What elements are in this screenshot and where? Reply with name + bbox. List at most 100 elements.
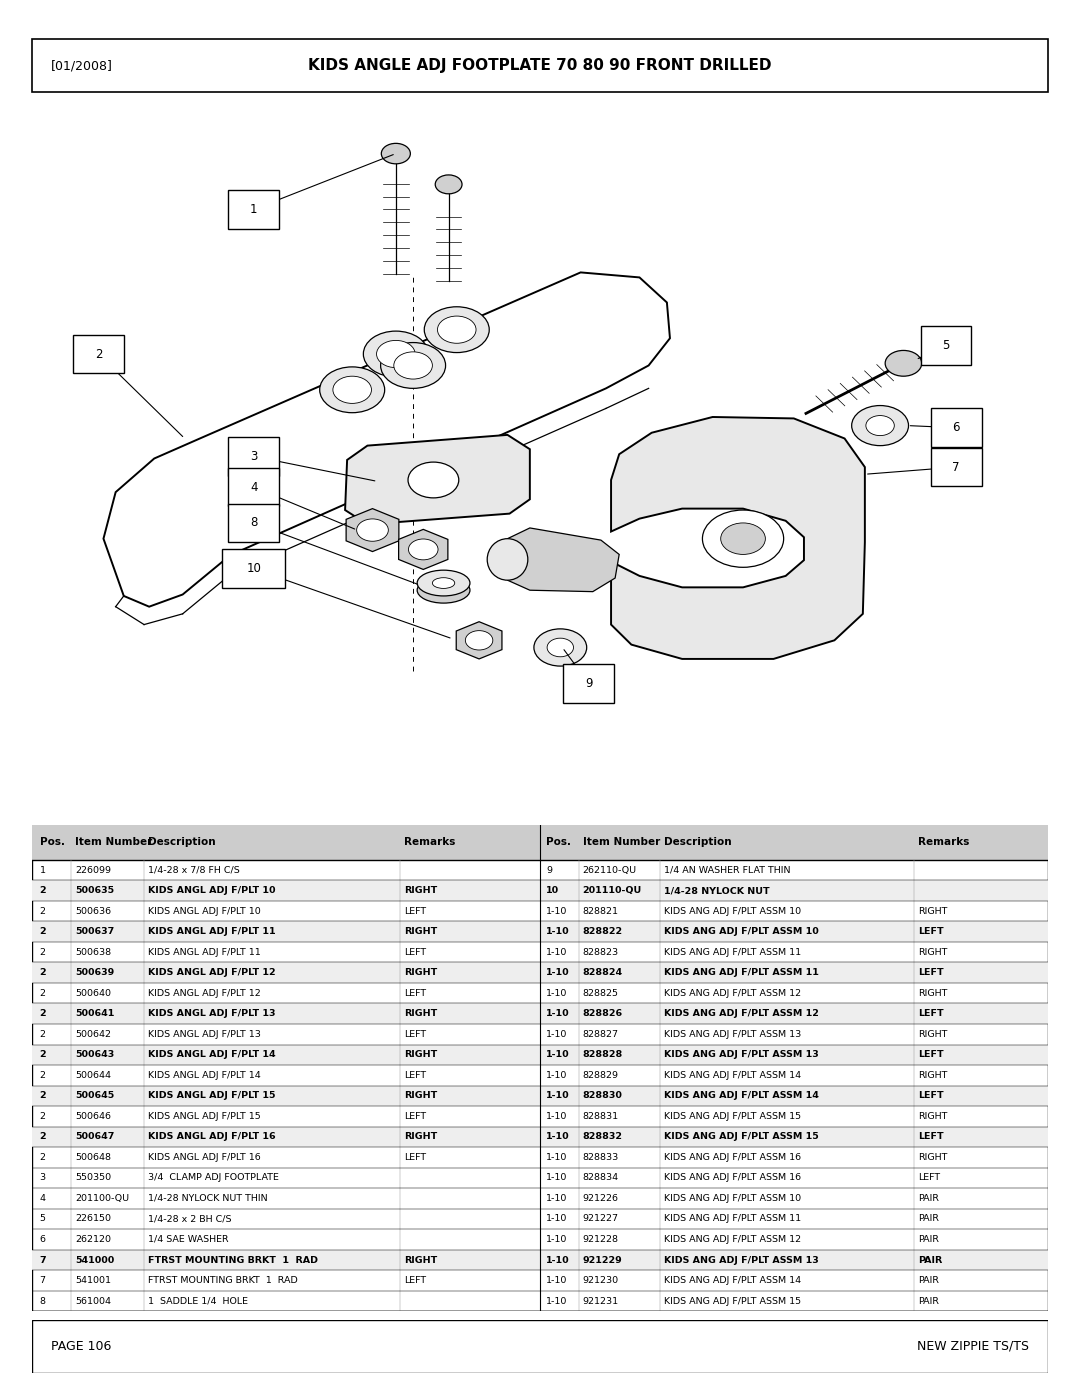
- Bar: [32, 1086, 1048, 1106]
- Text: 1-10: 1-10: [546, 1071, 567, 1079]
- Text: 1-10: 1-10: [546, 1234, 567, 1244]
- Circle shape: [380, 343, 446, 389]
- Text: KIDS ANG ADJ F/PLT ASSM 14: KIDS ANG ADJ F/PLT ASSM 14: [664, 1276, 801, 1285]
- Circle shape: [435, 175, 462, 194]
- Text: 1/4 AN WASHER FLAT THIN: 1/4 AN WASHER FLAT THIN: [664, 865, 791, 875]
- Bar: [32, 921, 1048, 942]
- Text: LEFT: LEFT: [918, 1092, 943, 1100]
- Text: 828829: 828829: [582, 1071, 619, 1079]
- FancyBboxPatch shape: [931, 447, 982, 487]
- Text: 828834: 828834: [582, 1173, 619, 1183]
- Text: KIDS ANGL ADJ F/PLT 10: KIDS ANGL ADJ F/PLT 10: [148, 907, 261, 916]
- Text: KIDS ANG ADJ F/PLT ASSM 16: KIDS ANG ADJ F/PLT ASSM 16: [664, 1173, 801, 1183]
- Text: RIGHT: RIGHT: [404, 886, 437, 895]
- Circle shape: [720, 523, 766, 555]
- Text: 1-10: 1-10: [546, 1153, 567, 1162]
- FancyBboxPatch shape: [73, 334, 124, 373]
- Text: KIDS ANG ADJ F/PLT ASSM 13: KIDS ANG ADJ F/PLT ASSM 13: [664, 1050, 819, 1060]
- Text: RIGHT: RIGHT: [918, 907, 947, 916]
- Text: 828831: 828831: [582, 1111, 619, 1121]
- FancyBboxPatch shape: [228, 438, 279, 475]
- Text: KIDS ANGL ADJ F/PLT 12: KIDS ANGL ADJ F/PLT 12: [148, 969, 275, 977]
- Text: 828826: 828826: [582, 1009, 623, 1018]
- Text: 828833: 828833: [582, 1153, 619, 1162]
- Text: KIDS ANG ADJ F/PLT ASSM 14: KIDS ANG ADJ F/PLT ASSM 14: [664, 1092, 819, 1100]
- Text: KIDS ANG ADJ F/PLT ASSM 15: KIDS ANG ADJ F/PLT ASSM 15: [664, 1111, 801, 1121]
- Text: 561004: 561004: [75, 1296, 111, 1306]
- Text: RIGHT: RIGHT: [404, 1009, 437, 1018]
- Text: 1-10: 1-10: [546, 1009, 570, 1018]
- Text: LEFT: LEFT: [404, 948, 427, 956]
- Text: 2: 2: [40, 1071, 45, 1079]
- Text: 500637: 500637: [75, 927, 114, 937]
- Text: 201110-QU: 201110-QU: [582, 886, 642, 895]
- Text: 1-10: 1-10: [546, 988, 567, 998]
- Text: 6: 6: [40, 1234, 45, 1244]
- FancyBboxPatch shape: [564, 664, 615, 703]
- Text: 2: 2: [40, 927, 46, 937]
- Text: 8: 8: [251, 516, 257, 530]
- Text: Pos.: Pos.: [546, 836, 571, 847]
- Text: 262110-QU: 262110-QU: [582, 865, 637, 875]
- Circle shape: [886, 351, 921, 376]
- Text: RIGHT: RIGHT: [404, 927, 437, 937]
- Text: 1-10: 1-10: [546, 907, 567, 916]
- Polygon shape: [456, 622, 502, 658]
- Text: PAIR: PAIR: [918, 1276, 939, 1285]
- Text: LEFT: LEFT: [918, 1009, 943, 1018]
- Text: KIDS ANG ADJ F/PLT ASSM 12: KIDS ANG ADJ F/PLT ASSM 12: [664, 1234, 801, 1244]
- Text: Remarks: Remarks: [404, 836, 456, 847]
- Text: 1: 1: [249, 203, 257, 215]
- Text: FTRST MOUNTING BRKT  1  RAD: FTRST MOUNTING BRKT 1 RAD: [148, 1276, 298, 1285]
- Text: KIDS ANGL ADJ F/PLT 16: KIDS ANGL ADJ F/PLT 16: [148, 1153, 261, 1162]
- Text: Remarks: Remarks: [918, 836, 969, 847]
- Text: Description: Description: [148, 836, 216, 847]
- Text: 1  SADDLE 1/4  HOLE: 1 SADDLE 1/4 HOLE: [148, 1296, 248, 1306]
- Text: LEFT: LEFT: [918, 1050, 943, 1060]
- Text: LEFT: LEFT: [918, 1132, 943, 1141]
- Circle shape: [408, 463, 459, 498]
- Text: 5: 5: [40, 1215, 45, 1223]
- Text: KIDS ANGL ADJ F/PLT 10: KIDS ANGL ADJ F/PLT 10: [148, 886, 275, 895]
- Text: 1/4-28 NYLOCK NUT THIN: 1/4-28 NYLOCK NUT THIN: [148, 1194, 268, 1202]
- Text: 4: 4: [249, 481, 257, 493]
- Text: 3: 3: [40, 1173, 45, 1183]
- Text: KIDS ANGL ADJ F/PLT 14: KIDS ANGL ADJ F/PLT 14: [148, 1050, 275, 1060]
- Text: 2: 2: [40, 886, 46, 895]
- Text: KIDS ANG ADJ F/PLT ASSM 16: KIDS ANG ADJ F/PLT ASSM 16: [664, 1153, 801, 1162]
- Text: PAIR: PAIR: [918, 1215, 939, 1223]
- Text: Item Number: Item Number: [75, 836, 152, 847]
- Text: 1-10: 1-10: [546, 1194, 567, 1202]
- Text: RIGHT: RIGHT: [404, 1050, 437, 1060]
- FancyBboxPatch shape: [228, 468, 279, 506]
- Text: 1-10: 1-10: [546, 1296, 567, 1306]
- Text: 828822: 828822: [582, 927, 623, 937]
- Bar: [32, 881, 1048, 900]
- Text: PAIR: PAIR: [918, 1194, 939, 1202]
- Text: Pos.: Pos.: [40, 836, 65, 847]
- Text: 1-10: 1-10: [546, 1276, 567, 1285]
- Text: 2: 2: [40, 1030, 45, 1039]
- Text: RIGHT: RIGHT: [404, 1092, 437, 1100]
- Text: 921226: 921226: [582, 1194, 619, 1202]
- Text: 500639: 500639: [75, 969, 114, 977]
- Text: KIDS ANGL ADJ F/PLT 11: KIDS ANGL ADJ F/PLT 11: [148, 927, 275, 937]
- Text: 1-10: 1-10: [546, 948, 567, 956]
- Text: 500645: 500645: [75, 1092, 114, 1100]
- Text: 828821: 828821: [582, 907, 619, 916]
- Text: LEFT: LEFT: [404, 907, 427, 916]
- Circle shape: [465, 630, 492, 650]
- Bar: [32, 962, 1048, 983]
- Text: 1-10: 1-10: [546, 1030, 567, 1039]
- Circle shape: [852, 405, 908, 446]
- Text: 550350: 550350: [75, 1173, 111, 1183]
- Text: KIDS ANG ADJ F/PLT ASSM 13: KIDS ANG ADJ F/PLT ASSM 13: [664, 1030, 801, 1039]
- Circle shape: [320, 366, 384, 412]
- Text: 1-10: 1-10: [546, 1173, 567, 1183]
- Text: 1-10: 1-10: [546, 1215, 567, 1223]
- Bar: [32, 1004, 1048, 1023]
- FancyBboxPatch shape: [228, 190, 279, 229]
- FancyBboxPatch shape: [920, 326, 972, 365]
- Circle shape: [377, 340, 415, 368]
- Text: KIDS ANG ADJ F/PLT ASSM 12: KIDS ANG ADJ F/PLT ASSM 12: [664, 1009, 819, 1018]
